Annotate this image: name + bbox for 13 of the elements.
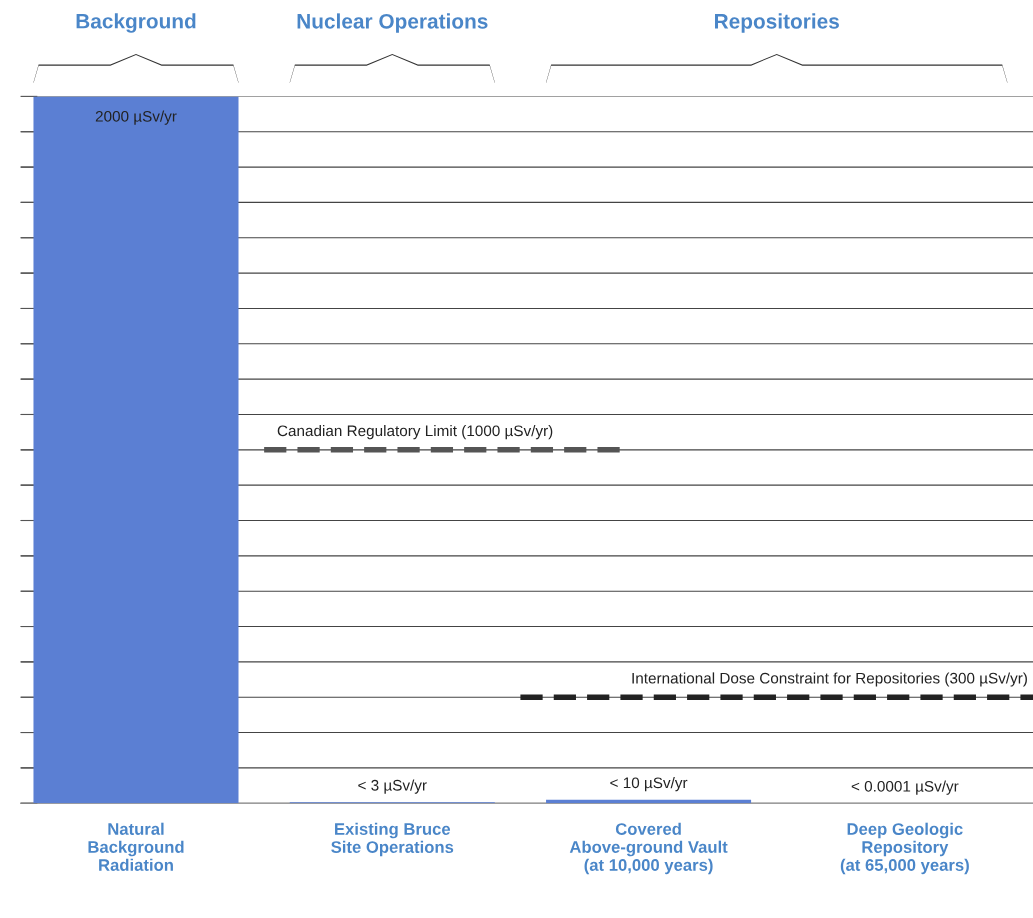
x-tick-label: Deep Geologic Repository (at 65,000 years) bbox=[840, 822, 969, 875]
data-label: 2000 µSv/yr bbox=[95, 110, 177, 125]
data-label: < 10 µSv/yr bbox=[610, 776, 688, 792]
text: Background bbox=[76, 13, 196, 33]
x-tick-label: Natural Background Radiation bbox=[88, 822, 184, 871]
ref-line-label: Canadian Regulatory Limit (1000 µSv/yr) bbox=[277, 424, 553, 440]
text: Nuclear Operations bbox=[297, 13, 488, 33]
data-label: < 3 µSv/yr bbox=[358, 779, 427, 794]
text: Repositories bbox=[715, 13, 839, 33]
data-label: < 0.0001 µSv/yr bbox=[851, 780, 959, 795]
ref-line-label: International Dose Constraint for Repositories (300 µSv/yr) bbox=[632, 672, 1027, 687]
x-tick-label: Covered Above-ground Vault (at 10,000 years) bbox=[569, 822, 728, 875]
x-tick-label: Existing Bruce Site Operations bbox=[331, 822, 454, 857]
